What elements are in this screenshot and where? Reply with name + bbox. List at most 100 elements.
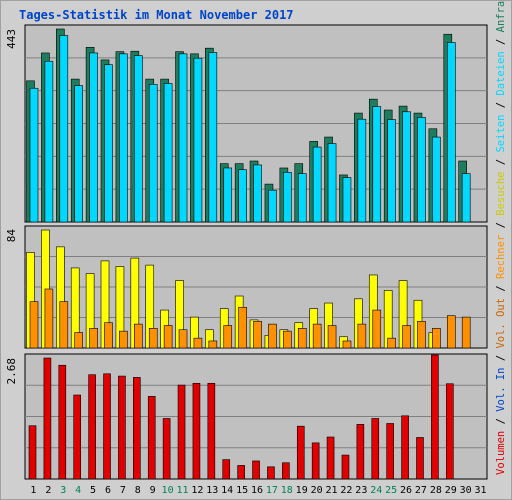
bar-dateien-day-3 — [59, 35, 69, 223]
bar-dateien-day-14 — [223, 167, 233, 223]
bar-dateien-day-19 — [297, 173, 307, 223]
bar-volumen-day-3 — [58, 364, 67, 480]
day-label-3: 3 — [60, 485, 66, 496]
bar-dateien-day-6 — [104, 64, 113, 223]
bar-dateien-day-7 — [119, 53, 128, 223]
day-label-30: 30 — [460, 485, 472, 496]
bar-volumen-day-7 — [118, 375, 126, 480]
bar-dateien-day-26 — [402, 111, 411, 223]
day-label-12: 12 — [191, 485, 203, 496]
y-max-label-bottom: 2.68 — [5, 358, 18, 385]
legend-seiten: Seiten — [495, 115, 507, 153]
bar-dateien-day-1 — [29, 87, 39, 223]
bar-rechner-day-2 — [44, 288, 54, 349]
day-label-19: 19 — [296, 485, 308, 496]
legend-volin: Vol. In — [495, 368, 507, 412]
bar-dateien-day-29 — [446, 42, 456, 223]
bar-rechner-day-28 — [432, 328, 441, 349]
day-label-22: 22 — [340, 485, 352, 496]
bar-volumen-day-9 — [147, 396, 156, 480]
legend-separator: / — [495, 279, 507, 298]
bar-dateien-day-8 — [134, 55, 143, 223]
day-label-13: 13 — [206, 485, 218, 496]
bar-dateien-day-24 — [372, 106, 382, 223]
legend-separator: / — [495, 153, 507, 172]
bar-rechner-day-24 — [372, 309, 382, 349]
bar-dateien-day-22 — [342, 177, 352, 223]
bar-dateien-day-5 — [89, 52, 98, 223]
day-label-29: 29 — [445, 485, 457, 496]
vertical-legend: Volumen / Vol. In / Vol. Out / Rechner /… — [495, 1, 507, 475]
bar-rechner-day-16 — [253, 321, 262, 349]
bar-volumen-day-23 — [356, 424, 365, 480]
bar-volumen-day-10 — [162, 418, 171, 480]
bar-rechner-day-4 — [74, 332, 84, 349]
bar-volumen-day-21 — [326, 436, 335, 480]
bar-rechner-day-29 — [446, 315, 456, 349]
chart-title: Tages-Statistik im Monat November 2017 — [19, 8, 294, 22]
day-label-26: 26 — [400, 485, 412, 496]
bar-dateien-day-11 — [178, 53, 188, 223]
bar-dateien-day-21 — [327, 143, 337, 223]
bar-dateien-day-15 — [238, 169, 247, 223]
bar-volumen-day-25 — [386, 423, 394, 480]
bar-dateien-day-10 — [163, 83, 173, 223]
bar-volumen-day-15 — [237, 465, 245, 480]
day-label-1: 1 — [30, 485, 36, 496]
bar-rechner-day-10 — [163, 325, 173, 349]
bar-volumen-day-22 — [341, 454, 350, 480]
day-label-20: 20 — [311, 485, 323, 496]
bar-volumen-day-12 — [192, 382, 201, 480]
bar-volumen-day-27 — [416, 437, 424, 480]
day-label-15: 15 — [236, 485, 248, 496]
bar-volumen-day-8 — [133, 377, 141, 480]
bar-rechner-day-19 — [297, 328, 307, 349]
bar-volumen-day-28 — [431, 354, 439, 480]
day-label-11: 11 — [176, 485, 188, 496]
bar-rechner-day-20 — [312, 323, 322, 349]
bar-rechner-day-3 — [59, 301, 69, 349]
legend-separator: / — [495, 216, 507, 235]
legend-separator: / — [495, 412, 507, 431]
day-label-21: 21 — [325, 485, 337, 496]
bar-volumen-day-6 — [103, 373, 111, 480]
day-label-10: 10 — [162, 485, 174, 496]
legend-anfragen: Anfragen — [495, 1, 507, 32]
bar-rechner-day-6 — [104, 322, 113, 349]
bar-rechner-day-5 — [89, 328, 98, 349]
day-label-8: 8 — [135, 485, 141, 496]
bar-rechner-day-9 — [148, 328, 158, 349]
legend-separator: / — [495, 349, 507, 368]
bar-rechner-day-17 — [268, 323, 277, 349]
day-label-5: 5 — [90, 485, 96, 496]
bar-volumen-day-18 — [282, 462, 290, 480]
bar-dateien-day-30 — [461, 173, 471, 223]
bar-dateien-day-9 — [148, 84, 158, 223]
bar-volumen-day-5 — [88, 374, 96, 480]
bar-volumen-day-13 — [207, 382, 216, 480]
bar-volumen-day-24 — [371, 418, 380, 480]
bar-rechner-day-15 — [238, 306, 247, 349]
bar-volumen-day-20 — [311, 442, 320, 480]
bar-dateien-day-27 — [417, 117, 426, 223]
bar-dateien-day-17 — [268, 189, 277, 223]
bar-volumen-day-29 — [445, 383, 454, 480]
bar-volumen-day-14 — [222, 459, 231, 480]
day-label-23: 23 — [355, 485, 367, 496]
legend-separator: / — [495, 96, 507, 115]
bar-rechner-day-30 — [461, 316, 471, 349]
day-label-28: 28 — [430, 485, 442, 496]
y-max-label-top: 443 — [5, 29, 18, 49]
bar-rechner-day-25 — [387, 337, 396, 349]
y-max-label-middle: 84 — [5, 229, 18, 243]
bar-rechner-day-1 — [29, 301, 39, 349]
day-label-2: 2 — [45, 485, 51, 496]
bar-dateien-day-18 — [283, 172, 292, 223]
day-label-7: 7 — [120, 485, 126, 496]
bar-rechner-day-22 — [342, 340, 352, 349]
day-label-31: 31 — [475, 485, 487, 496]
bar-dateien-day-13 — [208, 52, 218, 223]
bar-volumen-day-2 — [43, 357, 52, 480]
bar-rechner-day-12 — [193, 337, 203, 349]
